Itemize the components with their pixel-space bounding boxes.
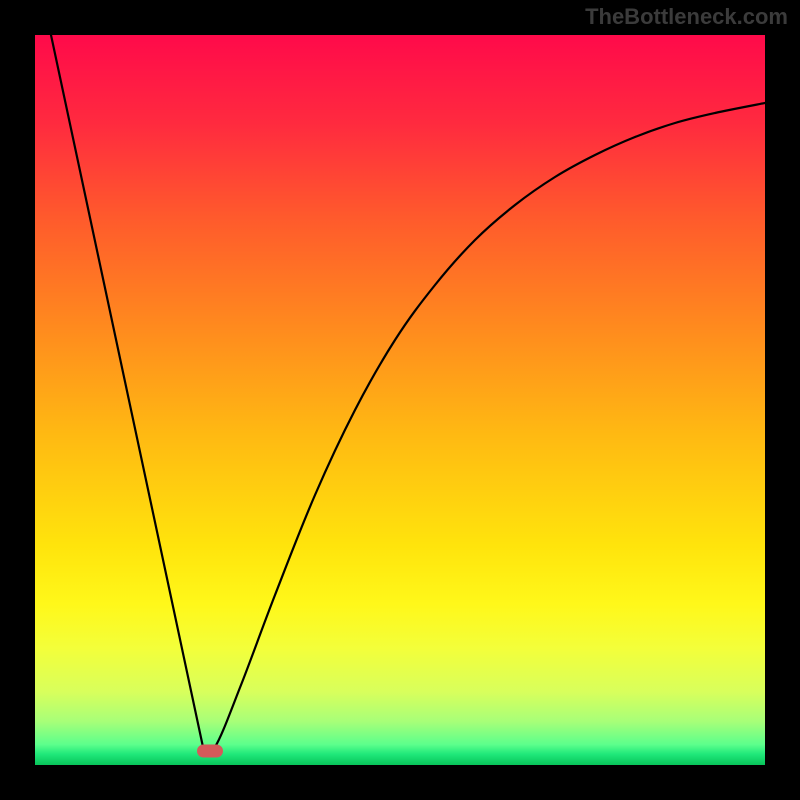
- optimal-marker: [197, 745, 223, 758]
- chart-container: TheBottleneck.com: [0, 0, 800, 800]
- plot-area: [35, 35, 765, 765]
- gradient-background: [35, 35, 765, 765]
- watermark-text: TheBottleneck.com: [585, 4, 788, 30]
- plot-svg: [35, 35, 765, 765]
